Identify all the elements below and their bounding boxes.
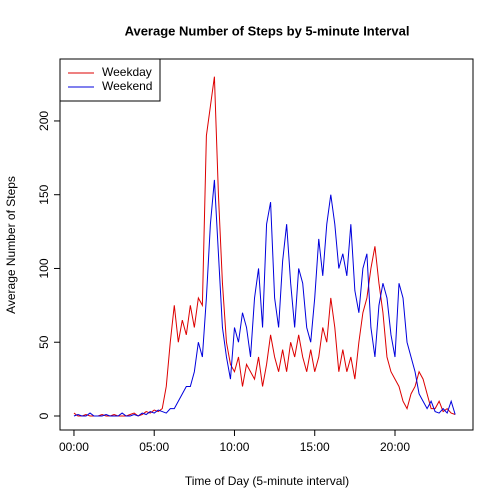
legend-label: Weekend <box>102 79 152 93</box>
x-tick-label: 15:00 <box>300 440 330 454</box>
chart-title: Average Number of Steps by 5-minute Inte… <box>125 23 410 38</box>
y-axis-label: Average Number of Steps <box>4 176 18 314</box>
y-tick-label: 200 <box>37 111 51 131</box>
y-tick-label: 150 <box>37 184 51 204</box>
x-tick-label: 20:00 <box>380 440 410 454</box>
y-tick-label: 100 <box>37 258 51 278</box>
legend-label: Weekday <box>102 65 152 79</box>
x-tick-label: 00:00 <box>59 440 89 454</box>
legend-box <box>59 58 161 102</box>
data-line <box>73 179 456 417</box>
y-tick-label: 0 <box>37 412 51 419</box>
x-tick-label: 05:00 <box>139 440 169 454</box>
x-tick-label: 10:00 <box>219 440 249 454</box>
y-tick-label: 50 <box>37 335 51 349</box>
x-axis-label: Time of Day (5-minute interval) <box>185 474 349 488</box>
